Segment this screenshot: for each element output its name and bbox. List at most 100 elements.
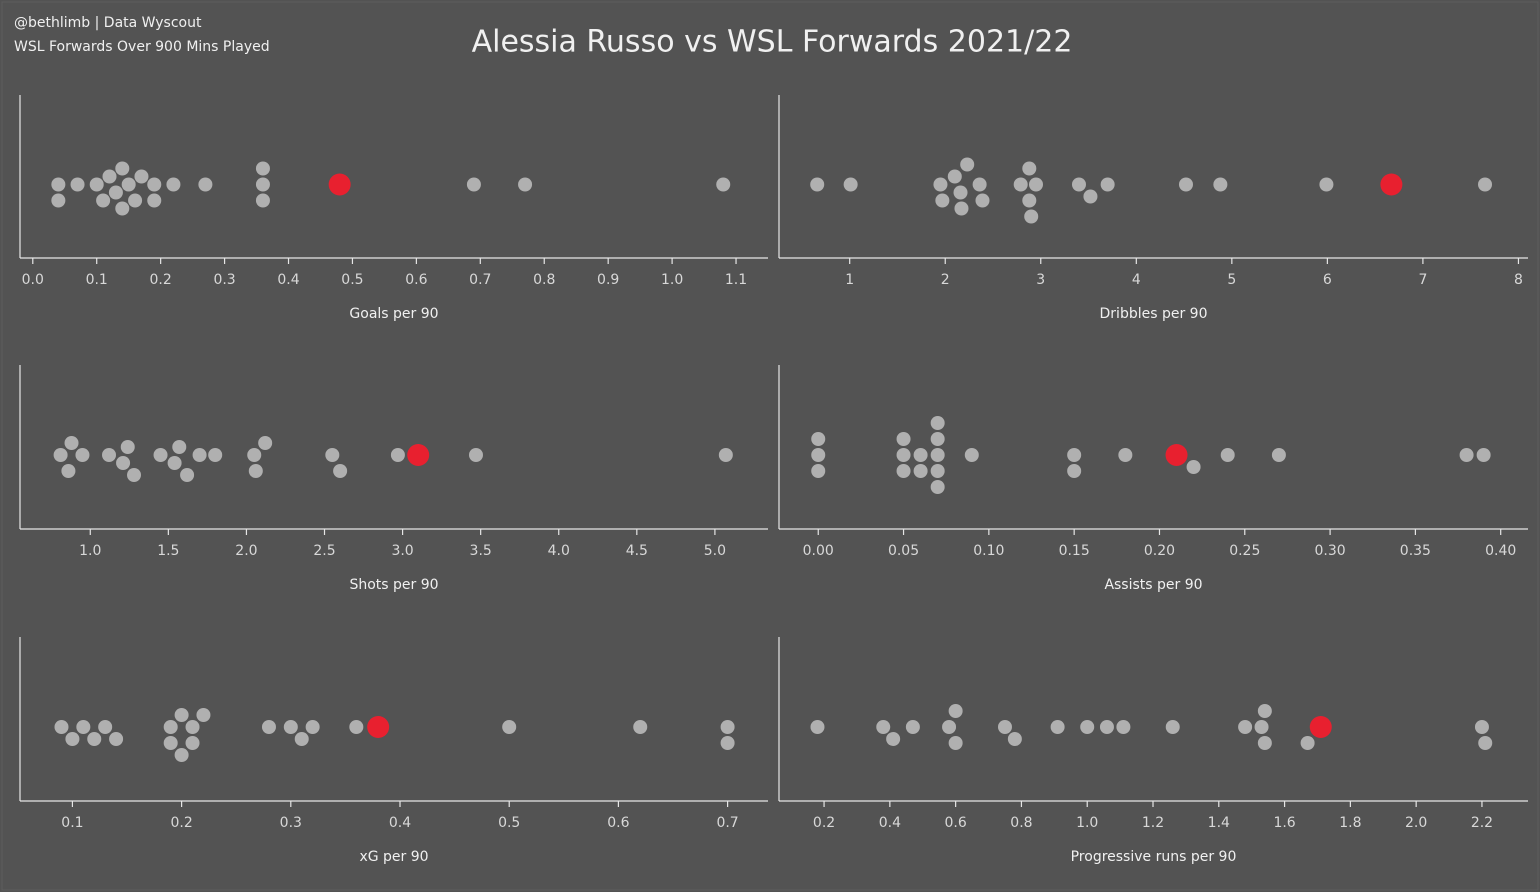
point [153,448,168,462]
point [65,732,80,746]
x-tick-label: 2.5 [313,543,335,559]
x-tick-label: 0.4 [277,272,299,288]
point [1257,704,1272,718]
point [716,177,731,192]
x-tick-label: 0.6 [945,815,967,831]
point [953,185,968,200]
x-tick-label: 4.5 [626,543,648,559]
x-tick-label: 4 [1132,272,1141,288]
point [1478,177,1493,192]
point [1028,177,1043,192]
point [810,720,825,734]
x-tick-label: 1.1 [725,272,747,288]
point [1080,720,1095,734]
x-tick-label: 1.0 [661,272,683,288]
x-tick-label: 0.6 [607,815,629,831]
point [147,193,162,208]
point [174,708,189,722]
x-tick-label: 0.5 [341,272,363,288]
point [64,436,79,450]
point [1165,720,1180,734]
x-tick-label: 0.30 [1315,543,1346,559]
point [1254,720,1269,734]
point [75,448,90,462]
point [930,416,945,430]
point [975,193,990,208]
point [935,193,950,208]
point [1186,460,1201,474]
highlight-point [367,716,390,738]
x-tick-label: 3.0 [391,543,413,559]
point [208,448,223,462]
point [811,448,826,462]
point [121,177,136,192]
x-tick-label: 0.1 [61,815,83,831]
point [810,177,825,192]
x-tick-label: 1.0 [79,543,101,559]
point [933,177,948,192]
point [930,432,945,446]
point [51,193,66,208]
x-tick-label: 0.40 [1485,543,1516,559]
x-tick-label: 0.2 [170,815,192,831]
point [248,464,263,478]
point [1067,448,1082,462]
point [163,720,178,734]
point [61,464,76,478]
point [198,177,213,192]
point [1022,193,1037,208]
highlight-point [1380,173,1403,196]
x-axis-label: Goals per 90 [349,306,438,322]
point [102,448,117,462]
point [1100,177,1115,192]
point [1024,209,1039,224]
point [390,448,405,462]
point [905,720,920,734]
point [102,169,117,184]
point [120,440,135,454]
highlight-point [328,173,351,196]
highlight-point [407,444,430,466]
point [886,732,901,746]
x-axis-label: Assists per 90 [1104,577,1202,593]
point [180,468,195,482]
point [718,448,733,462]
x-axis-label: Shots per 90 [349,577,438,593]
point [930,464,945,478]
point [1459,448,1474,462]
point [115,201,130,216]
point [1257,736,1272,750]
x-tick-label: 0.4 [879,815,901,831]
x-tick-label: 0.35 [1400,543,1431,559]
point [166,177,181,192]
x-tick-label: 0.3 [213,272,235,288]
point [255,161,270,176]
x-tick-label: 2 [941,272,950,288]
x-tick-label: 0.2 [150,272,172,288]
point [109,732,124,746]
point [942,720,957,734]
point [305,720,320,734]
x-tick-label: 1.8 [1339,815,1361,831]
point [1013,177,1028,192]
point [468,448,483,462]
x-axis-label: Progressive runs per 90 [1071,849,1237,865]
point [70,177,85,192]
point [247,448,262,462]
point [1319,177,1334,192]
x-tick-label: 0.00 [803,543,834,559]
point [1476,448,1491,462]
point [294,732,309,746]
point [1099,720,1114,734]
point [930,448,945,462]
point [947,169,962,184]
x-tick-label: 0.4 [389,815,411,831]
point [87,732,102,746]
point [54,720,69,734]
point [1071,177,1086,192]
x-axis-label: Dribbles per 90 [1100,306,1208,322]
point [913,448,928,462]
point [192,448,207,462]
point [997,720,1012,734]
x-tick-label: 2.2 [1471,815,1493,831]
